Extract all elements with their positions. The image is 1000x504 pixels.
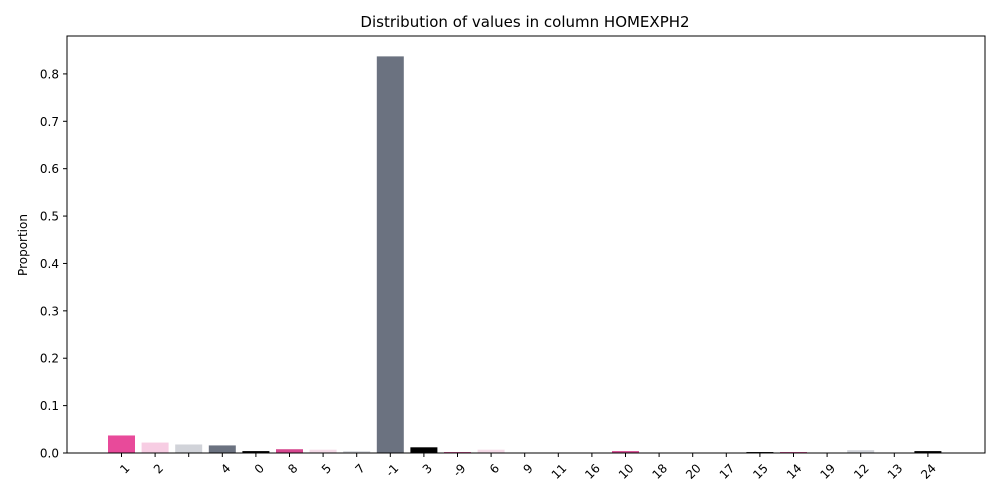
- x-tick-label: 0: [252, 461, 267, 476]
- bar: [377, 56, 404, 453]
- y-tick-label: 0.3: [40, 304, 59, 318]
- x-tick-label: 3: [420, 461, 435, 476]
- x-tick-label: 1: [117, 461, 132, 476]
- x-tick-label: 8: [285, 461, 300, 476]
- x-tick-label: 5: [319, 461, 334, 476]
- bar: [410, 447, 437, 453]
- bars-group: [108, 56, 941, 453]
- x-tick-label: 18: [649, 461, 670, 482]
- y-axis-label: Proportion: [16, 214, 30, 276]
- bar: [142, 443, 169, 453]
- x-tick-label: 4: [218, 461, 233, 476]
- y-tick-label: 0.4: [40, 257, 59, 271]
- x-tick-label: 9: [520, 461, 535, 476]
- x-tick-label: 2: [151, 461, 166, 476]
- bar: [209, 445, 236, 453]
- bar: [276, 449, 303, 453]
- chart-title: Distribution of values in column HOMEXPH…: [360, 13, 689, 31]
- x-tick-label: 24: [918, 461, 939, 482]
- plot-frame: [67, 36, 985, 453]
- x-tick-label: 10: [616, 461, 637, 482]
- x-tick-label: -1: [383, 461, 401, 479]
- y-tick-label: 0.7: [40, 115, 59, 129]
- x-tick-label: 16: [582, 461, 603, 482]
- x-tick-label: 14: [784, 461, 805, 482]
- bar: [108, 435, 135, 453]
- x-tick-label: 15: [750, 461, 771, 482]
- x-tick-label: 12: [851, 461, 872, 482]
- y-tick-label: 0.8: [40, 67, 59, 81]
- x-tick-label: 7: [352, 461, 367, 476]
- x-tick-label: 17: [717, 461, 738, 482]
- x-tick-label: 11: [549, 461, 570, 482]
- x-tick-label: -9: [450, 461, 468, 479]
- x-tick-label: 6: [487, 461, 502, 476]
- y-axis-ticks: 0.0 0.1 0.2 0.3 0.4 0.5 0.6 0.7 0.8: [40, 67, 67, 460]
- y-tick-label: 0.5: [40, 210, 59, 224]
- y-tick-label: 0.1: [40, 399, 59, 413]
- y-tick-label: 0.0: [40, 447, 59, 461]
- bar: [175, 444, 202, 453]
- x-tick-label: 13: [885, 461, 906, 482]
- y-tick-label: 0.6: [40, 162, 59, 176]
- y-tick-label: 0.2: [40, 352, 59, 366]
- x-tick-label: 20: [683, 461, 704, 482]
- x-tick-label: 19: [817, 461, 838, 482]
